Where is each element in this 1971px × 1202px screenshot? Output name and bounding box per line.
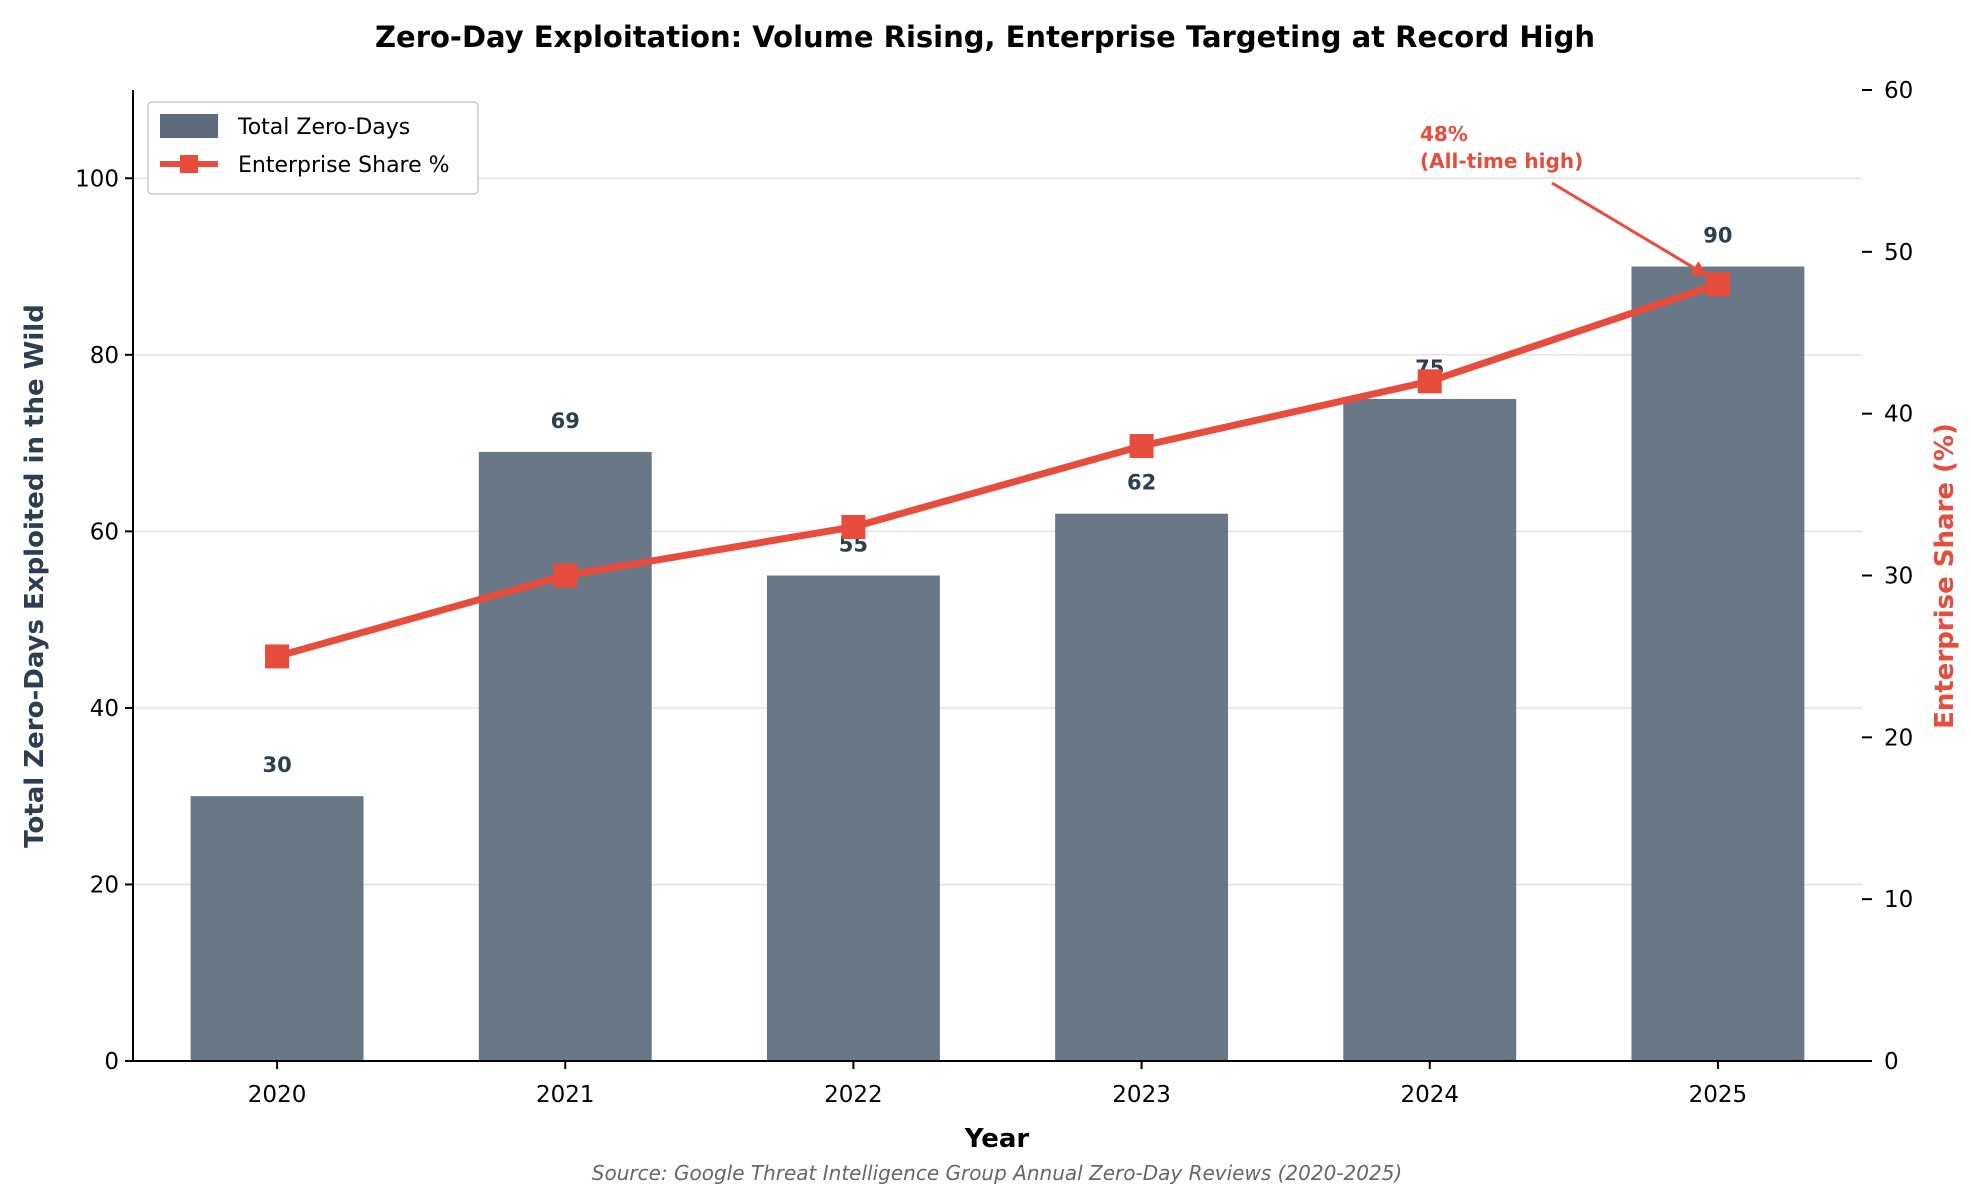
annotation-value: 48% xyxy=(1420,122,1468,146)
x-tick-label-2021: 2021 xyxy=(536,1082,595,1108)
right-tick-label-60: 60 xyxy=(1884,78,1913,104)
right-tick-label-30: 30 xyxy=(1884,564,1913,590)
right-tick-label-20: 20 xyxy=(1884,725,1913,751)
source-note: Source: Google Threat Intelligence Group… xyxy=(592,1161,1402,1185)
left-tick-label-100: 100 xyxy=(75,166,119,192)
x-tick-label-2024: 2024 xyxy=(1400,1082,1459,1108)
y-axis-label: Total Zero-Days Exploited in the Wild xyxy=(20,304,50,848)
bar-label-2025: 90 xyxy=(1703,224,1732,248)
right-tick-label-0: 0 xyxy=(1884,1049,1899,1075)
left-tick-label-40: 40 xyxy=(90,696,119,722)
legend-label-enterprise-share: Enterprise Share % xyxy=(238,153,450,178)
legend-label-total-zero-days: Total Zero-Days xyxy=(237,115,410,140)
legend-frame xyxy=(147,101,479,195)
y2-axis-label: Enterprise Share (%) xyxy=(1930,423,1960,729)
x-tick-label-2022: 2022 xyxy=(824,1082,883,1108)
right-axis-ticks: 0 10 20 30 40 50 60 xyxy=(1862,78,1913,1075)
left-tick-label-60: 60 xyxy=(90,519,119,545)
x-tick-label-2020: 2020 xyxy=(248,1082,307,1108)
bars xyxy=(190,266,1805,1062)
chart-title: Zero-Day Exploitation: Volume Rising, En… xyxy=(375,20,1595,54)
x-axis-ticks: 2020 2021 2022 2023 2024 2025 xyxy=(248,1061,1747,1108)
bar-2023 xyxy=(1055,513,1229,1061)
right-tick-label-50: 50 xyxy=(1884,240,1913,266)
line-point-2020 xyxy=(265,644,290,669)
bar-label-2023: 62 xyxy=(1127,471,1156,495)
annotation: 48% (All-time high) xyxy=(1420,122,1709,278)
annotation-note: (All-time high) xyxy=(1420,149,1583,173)
right-tick-label-10: 10 xyxy=(1884,887,1913,913)
x-tick-label-2025: 2025 xyxy=(1689,1082,1748,1108)
left-tick-label-80: 80 xyxy=(90,343,119,369)
legend: Total Zero-Days Enterprise Share % xyxy=(147,101,479,195)
line-point-2025 xyxy=(1705,272,1730,297)
line-point-2021 xyxy=(553,563,578,588)
bar-2021 xyxy=(478,451,652,1061)
annotation-arrow xyxy=(1551,181,1709,278)
bar-label-2020: 30 xyxy=(262,753,291,777)
x-axis-label: Year xyxy=(964,1124,1030,1154)
line-point-2022 xyxy=(841,514,866,539)
legend-bar-swatch xyxy=(160,114,218,138)
left-axis-ticks: 0 20 40 60 80 100 xyxy=(75,166,133,1075)
enterprise-share-line xyxy=(265,272,1730,669)
left-tick-label-0: 0 xyxy=(104,1049,119,1075)
axes xyxy=(132,90,1862,1062)
grid-lines xyxy=(133,177,1862,886)
bar-label-2021: 69 xyxy=(551,409,580,433)
bar-2022 xyxy=(766,575,940,1061)
bar-2024 xyxy=(1343,398,1517,1061)
x-tick-label-2023: 2023 xyxy=(1112,1082,1171,1108)
legend-line-marker xyxy=(180,155,198,173)
line-point-2024 xyxy=(1417,369,1442,394)
enterprise-share-polyline xyxy=(273,280,1722,660)
right-tick-label-40: 40 xyxy=(1884,402,1913,428)
bar-2020 xyxy=(190,796,364,1061)
left-tick-label-20: 20 xyxy=(90,872,119,898)
line-point-2023 xyxy=(1129,434,1154,459)
annotation-arrowhead xyxy=(1690,261,1708,277)
bar-2025 xyxy=(1631,266,1805,1062)
